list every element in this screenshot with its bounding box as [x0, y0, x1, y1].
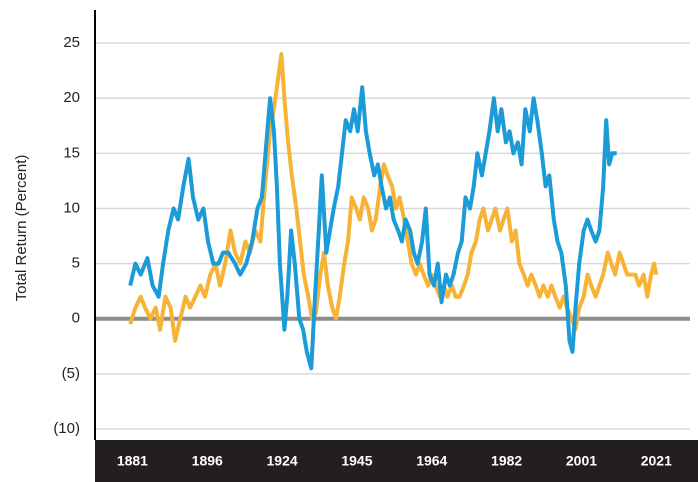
x-tick-label: 2021	[641, 453, 672, 469]
x-tick-label: 1945	[341, 453, 372, 469]
y-tick-label: 25	[63, 34, 80, 51]
x-tick-label: 1982	[491, 453, 522, 469]
x-tick-label: 1896	[192, 453, 223, 469]
y-tick-label: 10	[63, 199, 80, 216]
series-line	[128, 85, 617, 371]
y-tick-label: (10)	[53, 420, 80, 437]
y-tick-label: 20	[63, 89, 80, 106]
y-tick-label: 5	[72, 255, 80, 272]
x-tick-label: 1924	[267, 453, 298, 469]
y-tick-label: 15	[63, 144, 80, 161]
x-tick-label: 1964	[416, 453, 447, 469]
x-axis-band	[95, 440, 698, 482]
y-axis-label: Total Return (Percent)	[13, 155, 30, 302]
x-tick-label: 2001	[566, 453, 597, 469]
y-tick-label: 0	[72, 310, 80, 327]
x-tick-label: 1881	[117, 453, 148, 469]
y-tick-label: (5)	[62, 365, 80, 382]
